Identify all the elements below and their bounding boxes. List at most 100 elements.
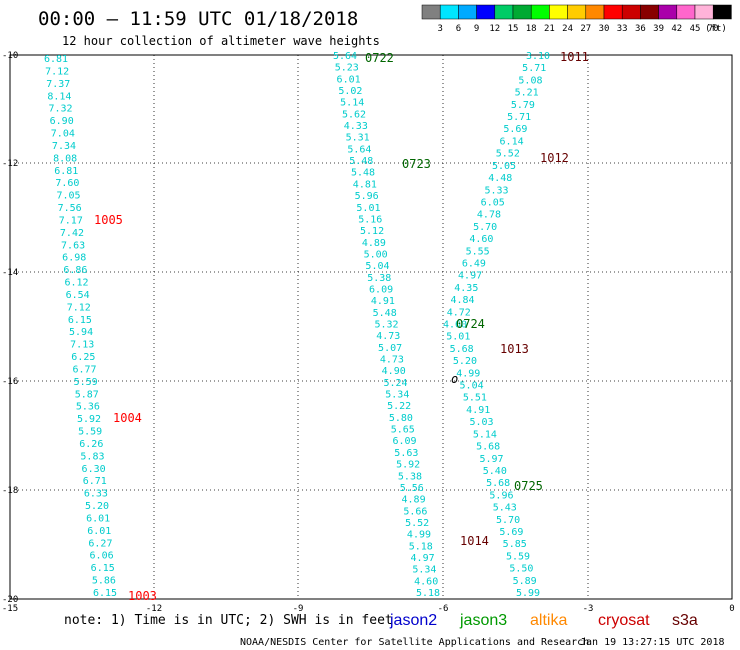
swh-value: 5.48 [373, 308, 397, 319]
y-axis-ticks: -10 -12 -14 -16 -18 -20 [2, 51, 18, 605]
swh-value: 4.33 [344, 121, 368, 132]
pass-time-label: 0722 [365, 51, 394, 65]
swh-value: 7.60 [55, 178, 79, 189]
swh-value: 5.52 [405, 518, 429, 529]
swh-value: 5.96 [489, 490, 513, 501]
y-tick-label: -12 [2, 159, 18, 169]
swh-value: 5.03 [469, 417, 493, 428]
color-legend: 3 6 9 12 15 18 21 24 27 30 33 36 39 42 45 70(ft) [421, 4, 732, 34]
swh-value: 5.86 [92, 576, 116, 587]
pass-time-label: 1005 [94, 213, 123, 227]
legend-swatch [549, 4, 568, 20]
swh-value: 5.22 [387, 401, 411, 412]
swh-value: 6.12 [64, 278, 88, 289]
pass-time-labels: 0722 0723 0724 0725 1011 1012 1013 1014 1003 1004… [94, 50, 589, 603]
swh-value: 5.55 [466, 246, 490, 257]
legend-swatch [494, 4, 514, 20]
swh-value: 5.68 [450, 344, 474, 355]
swh-value: 6.77 [72, 364, 96, 375]
swh-value: 8.08 [53, 153, 77, 164]
swh-value: 5.36 [76, 402, 100, 413]
legend-label: 36 [635, 24, 646, 34]
swh-value: 6.71 [83, 476, 107, 487]
legend-label: 24 [562, 24, 573, 34]
plot-frame [9, 54, 733, 600]
swh-value: 7.32 [49, 104, 73, 115]
swh-value: 5.08 [518, 75, 542, 86]
legend-swatch [585, 4, 605, 20]
y-tick-label: -18 [2, 486, 18, 496]
note-text: note: 1) Time is in UTC; 2) SWH is in fe… [64, 613, 393, 628]
swh-value: 5.38 [398, 471, 422, 482]
page-title: 00:00 – 11:59 UTC 01/18/2018 [38, 8, 358, 30]
swh-value: 7.17 [59, 215, 83, 226]
swh-value: 6.09 [392, 436, 416, 447]
swh-value: 7.12 [45, 66, 69, 77]
swh-value: 5.96 [355, 191, 379, 202]
swh-value: 5.85 [503, 539, 527, 550]
swh-value: 3.10 [526, 51, 550, 62]
swh-value: 5.52 [496, 149, 520, 160]
swh-value: 5.97 [479, 454, 503, 465]
swh-value: 4.73 [376, 331, 400, 342]
swh-value: 4.97 [458, 271, 482, 282]
swh-value: 7.34 [52, 141, 76, 152]
page-subtitle: 12 hour collection of altimeter wave hei… [62, 34, 380, 48]
swh-value: 4.60 [443, 320, 467, 331]
timestamp-text: Jan 19 13:27:15 UTC 2018 [580, 637, 725, 648]
swh-value: 5.48 [349, 156, 373, 167]
legend-swatch [658, 4, 678, 20]
swh-value: 6.30 [82, 464, 106, 475]
satellite-legend: jason2 jason3 altika cryosat s3a [389, 612, 698, 629]
x-axis-ticks: -15 -12 -9 -6 -3 0 [2, 604, 735, 614]
legend-swatch [439, 4, 459, 20]
swh-value: 5.59 [506, 551, 530, 562]
y-tick-label: -14 [2, 268, 18, 278]
swh-value: 5.01 [356, 203, 380, 214]
legend-label: 15 [508, 24, 519, 34]
swh-value: 4.60 [414, 576, 438, 587]
swh-value: 6.01 [87, 526, 111, 537]
swh-value: 6.15 [68, 315, 92, 326]
swh-value: 6.33 [84, 489, 108, 500]
swh-value: 4.97 [411, 553, 435, 564]
swh-value: 6.06 [90, 551, 114, 562]
swh-value: 5.89 [513, 576, 537, 587]
swh-value: 6.25 [71, 352, 95, 363]
pass-time-label: 0724 [456, 317, 485, 331]
swh-value: 5.92 [396, 460, 420, 471]
swh-value: 5.12 [360, 226, 384, 237]
plot-border [9, 54, 733, 600]
credit-text: NOAA/NESDIS Center for Satellite Applica… [240, 637, 589, 648]
swh-value: 7.37 [46, 79, 70, 90]
swh-value: 7.42 [60, 228, 84, 239]
swh-value: 5.18 [409, 541, 433, 552]
y-tick-label: -20 [2, 595, 18, 605]
swh-value: 4.81 [353, 179, 377, 190]
legend-unit: (ft) [705, 24, 727, 34]
legend-label: 33 [617, 24, 628, 34]
satellite-label: jason2 [389, 612, 437, 629]
legend-swatch [458, 4, 477, 20]
x-tick-label: -6 [438, 604, 449, 614]
swh-value: 5.40 [483, 466, 507, 477]
swh-value: 5.20 [453, 356, 477, 367]
swh-value: 6.27 [88, 538, 112, 549]
swh-value: 5.05 [492, 161, 516, 172]
swh-value: 5.07 [378, 343, 402, 354]
grid-lines [10, 55, 732, 599]
swh-value: 5.99 [516, 588, 540, 599]
satellite-label: s3a [672, 612, 698, 629]
swh-value: 6.49 [462, 258, 486, 269]
legend-label: 30 [599, 24, 610, 34]
swh-value: 5.68 [476, 442, 500, 453]
swh-value: 5.32 [374, 320, 398, 331]
x-tick-label: -12 [146, 604, 162, 614]
swh-value: 5.71 [522, 63, 546, 74]
swh-value: 5.79 [511, 100, 535, 111]
satellite-label: cryosat [598, 612, 650, 629]
legend-swatch [621, 4, 641, 20]
legend-swatch [530, 4, 550, 20]
swh-value: 5.02 [338, 86, 362, 97]
